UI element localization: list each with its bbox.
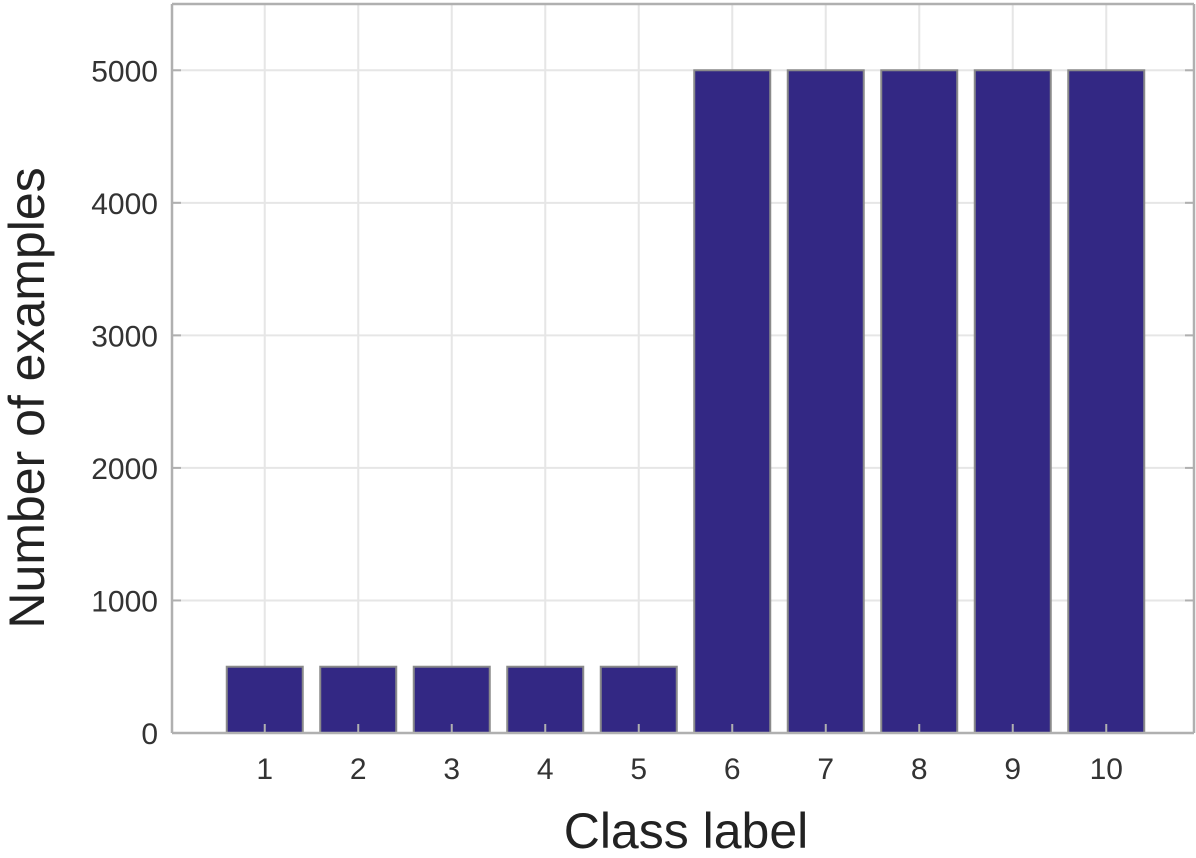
x-tick-label: 4 <box>537 753 554 786</box>
x-tick-label: 8 <box>911 753 928 786</box>
bar <box>412 665 491 735</box>
y-tick-label: 3000 <box>91 320 158 353</box>
y-tick-label: 4000 <box>91 188 158 221</box>
bar <box>506 665 585 735</box>
bar <box>599 665 678 735</box>
bar <box>693 69 772 735</box>
x-tick-label: 7 <box>817 753 834 786</box>
y-tick-label: 0 <box>141 718 158 751</box>
x-tick-labels: 1 2 3 4 5 6 7 8 9 10 <box>256 753 1123 786</box>
x-tick-label: 10 <box>1090 753 1123 786</box>
y-tick-label: 2000 <box>91 453 158 486</box>
bar <box>880 69 959 735</box>
x-tick-label: 2 <box>350 753 367 786</box>
bar <box>225 665 304 735</box>
y-tick-label: 1000 <box>91 585 158 618</box>
x-tick-label: 6 <box>724 753 741 786</box>
y-tick-label: 5000 <box>91 55 158 88</box>
y-tick-labels: 0 1000 2000 3000 4000 5000 <box>91 55 158 751</box>
y-axis-title: Number of examples <box>0 167 55 628</box>
x-tick-label: 3 <box>443 753 460 786</box>
x-tick-label: 5 <box>630 753 647 786</box>
bar <box>1067 69 1146 735</box>
bar <box>973 69 1052 735</box>
x-tick-label: 1 <box>256 753 273 786</box>
x-tick-label: 9 <box>1004 753 1021 786</box>
axes <box>170 2 1196 735</box>
x-axis-title: Class label <box>564 803 809 858</box>
bars <box>225 69 1146 735</box>
bar <box>319 665 398 735</box>
bar <box>786 69 865 735</box>
